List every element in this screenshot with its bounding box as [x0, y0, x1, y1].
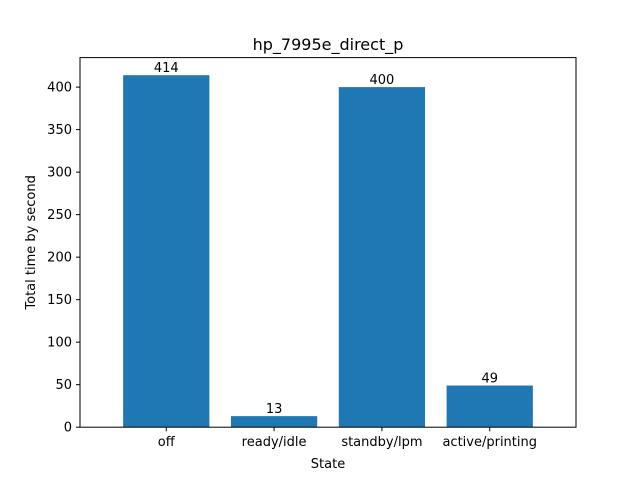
chart-title: hp_7995e_direct_p: [253, 35, 404, 55]
y-tick-label: 400: [47, 81, 72, 96]
bar-value-label-ready-idle: 13: [266, 402, 283, 417]
x-tick-label-ready-idle: ready/idle: [242, 435, 307, 450]
y-tick-label: 50: [55, 378, 72, 393]
x-axis-label: State: [311, 457, 345, 472]
y-tick-label: 150: [47, 293, 72, 308]
y-axis-ticks: 0 50 100 150 200 250 300 350 400: [47, 81, 80, 436]
x-tick-label-standby-lpm: standby/lpm: [341, 435, 422, 450]
x-axis-ticks: off ready/idle standby/lpm active/printing: [158, 427, 537, 450]
bar-value-label-active-printing: 49: [481, 372, 498, 387]
bar-off: [123, 75, 210, 428]
bar-ready-idle: [230, 416, 318, 428]
y-tick-label: 0: [64, 421, 72, 436]
plot-frame: [79, 57, 577, 428]
bar-labels-group: 414 13 400 49: [154, 61, 498, 417]
y-tick-label: 200: [47, 251, 72, 266]
bar-standby-lpm: [338, 87, 426, 428]
y-tick-label: 250: [47, 208, 72, 223]
x-tick-label-off: off: [158, 435, 176, 450]
y-tick-label: 300: [47, 166, 72, 181]
y-tick-label: 350: [47, 123, 72, 138]
y-tick-label: 100: [47, 336, 72, 351]
bar-active-printing: [446, 385, 533, 428]
x-tick-label-active-printing: active/printing: [442, 435, 537, 450]
bar-value-label-off: 414: [154, 61, 179, 76]
y-axis-label: Total time by second: [24, 175, 39, 310]
bars-group: [123, 75, 533, 428]
bar-value-label-standby-lpm: 400: [369, 73, 394, 88]
